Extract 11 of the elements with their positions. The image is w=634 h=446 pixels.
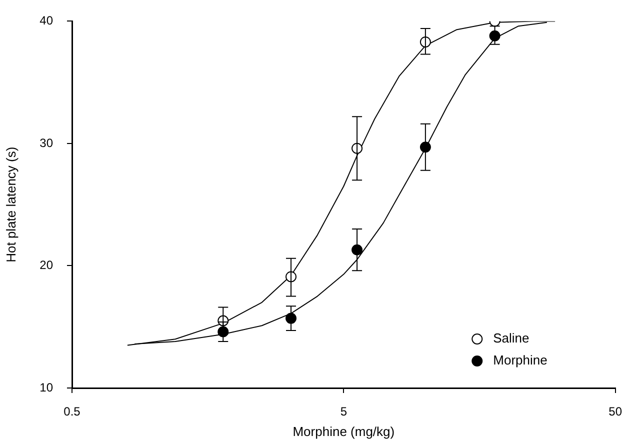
legend-label: Saline [493, 330, 530, 346]
x-tick-label: 0.5 [64, 404, 81, 419]
y-tick-label: 30 [40, 136, 54, 150]
y-tick-label: 40 [40, 14, 54, 28]
x-tick-label: 5 [340, 404, 348, 419]
y-axis-title: Hot plate latency (s) [3, 146, 18, 262]
x-axis-title: Morphine (mg/kg) [292, 424, 395, 439]
y-tick-label: 20 [40, 258, 54, 272]
y-tick-label: 10 [40, 380, 54, 394]
legend-label: Morphine [493, 352, 548, 368]
x-tick-label: 50 [608, 404, 622, 419]
